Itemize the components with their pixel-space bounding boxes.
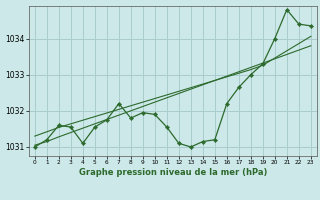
X-axis label: Graphe pression niveau de la mer (hPa): Graphe pression niveau de la mer (hPa)	[79, 168, 267, 177]
